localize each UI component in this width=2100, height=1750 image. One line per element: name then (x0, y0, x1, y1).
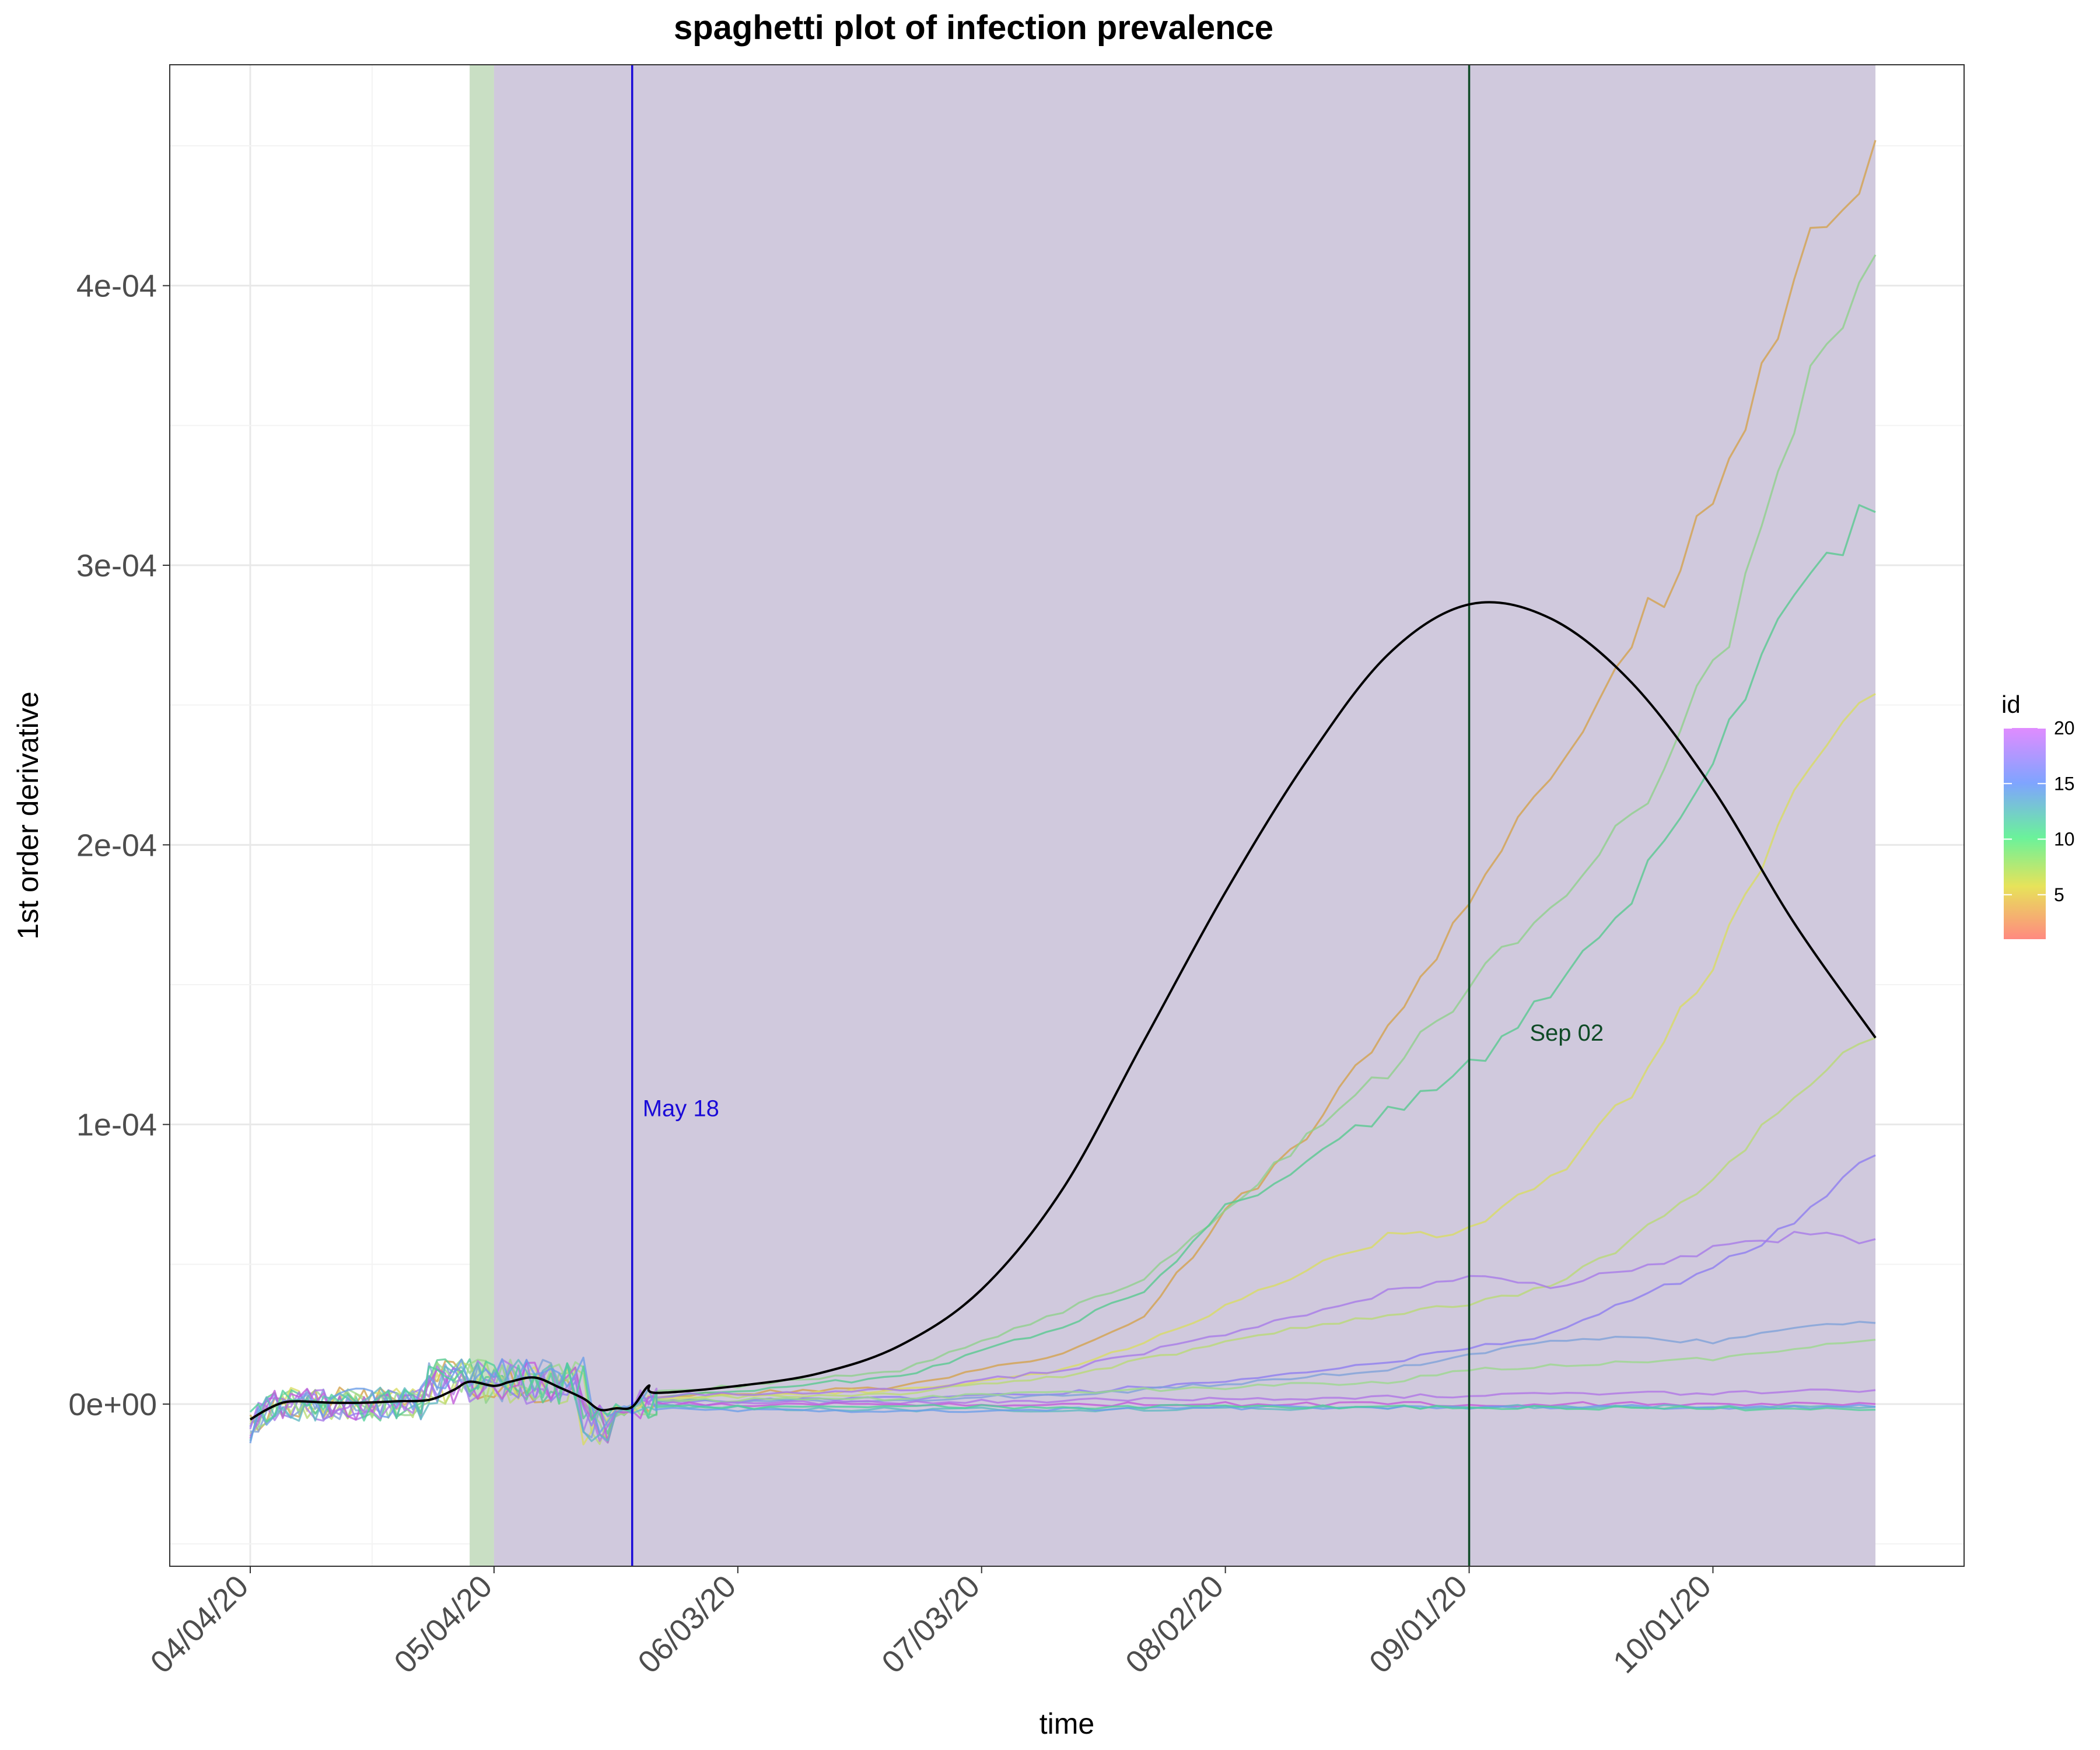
mean-curve-line (249, 601, 1877, 1421)
y-tick-label: 3e-04 (76, 548, 157, 583)
series-line-20 (249, 1362, 1876, 1443)
shaded-regions (470, 65, 1876, 1566)
x-tick-label: 05/04/20 (387, 1569, 499, 1680)
series-line-8 (249, 254, 1877, 1427)
legend-title: id (2001, 691, 2021, 718)
legend: id 5 10 15 20 (2001, 691, 2075, 939)
x-tick-label: 09/01/20 (1363, 1569, 1474, 1680)
vline-label-1: Sep 02 (1530, 1020, 1604, 1046)
legend-colorbar (2004, 728, 2046, 939)
legend-tick-label: 5 (2054, 884, 2064, 905)
series-line-11 (249, 1360, 1876, 1423)
chart-title: spaghetti plot of infection prevalence (674, 9, 1273, 47)
y-tick-label: 2e-04 (76, 828, 157, 863)
legend-tick-label: 10 (2054, 829, 2075, 850)
y-axis-title: 1st order derivative (12, 691, 44, 939)
x-tick-label: 07/03/20 (875, 1569, 986, 1680)
series-line-9 (249, 1339, 1876, 1444)
legend-ticks: 5 10 15 20 (2004, 718, 2075, 905)
series-lines (249, 139, 1877, 1446)
shaded-region (470, 65, 494, 1566)
vertical-lines (631, 65, 1471, 1566)
annotations: May 18 Sep 02 (643, 1020, 1604, 1121)
y-tick-label: 0e+00 (68, 1387, 157, 1422)
x-tick-label: 08/02/20 (1119, 1569, 1230, 1680)
series-line-10 (250, 504, 1876, 1435)
y-tick-label: 1e-04 (76, 1108, 157, 1143)
mean-curve (249, 601, 1877, 1421)
legend-tick-label: 15 (2054, 773, 2075, 794)
vline-label-0: May 18 (643, 1096, 719, 1121)
x-tick-label: 10/01/20 (1606, 1569, 1718, 1680)
x-axis-title: time (1040, 1707, 1094, 1740)
x-tick-label: 04/04/20 (144, 1569, 255, 1680)
y-tick-label: 4e-04 (76, 269, 157, 304)
plot-border (169, 64, 1965, 1567)
shaded-region (494, 65, 1876, 1566)
series-line-12 (249, 1359, 1876, 1443)
x-tick-label: 06/03/20 (631, 1569, 743, 1680)
legend-tick-label: 20 (2054, 718, 2075, 738)
